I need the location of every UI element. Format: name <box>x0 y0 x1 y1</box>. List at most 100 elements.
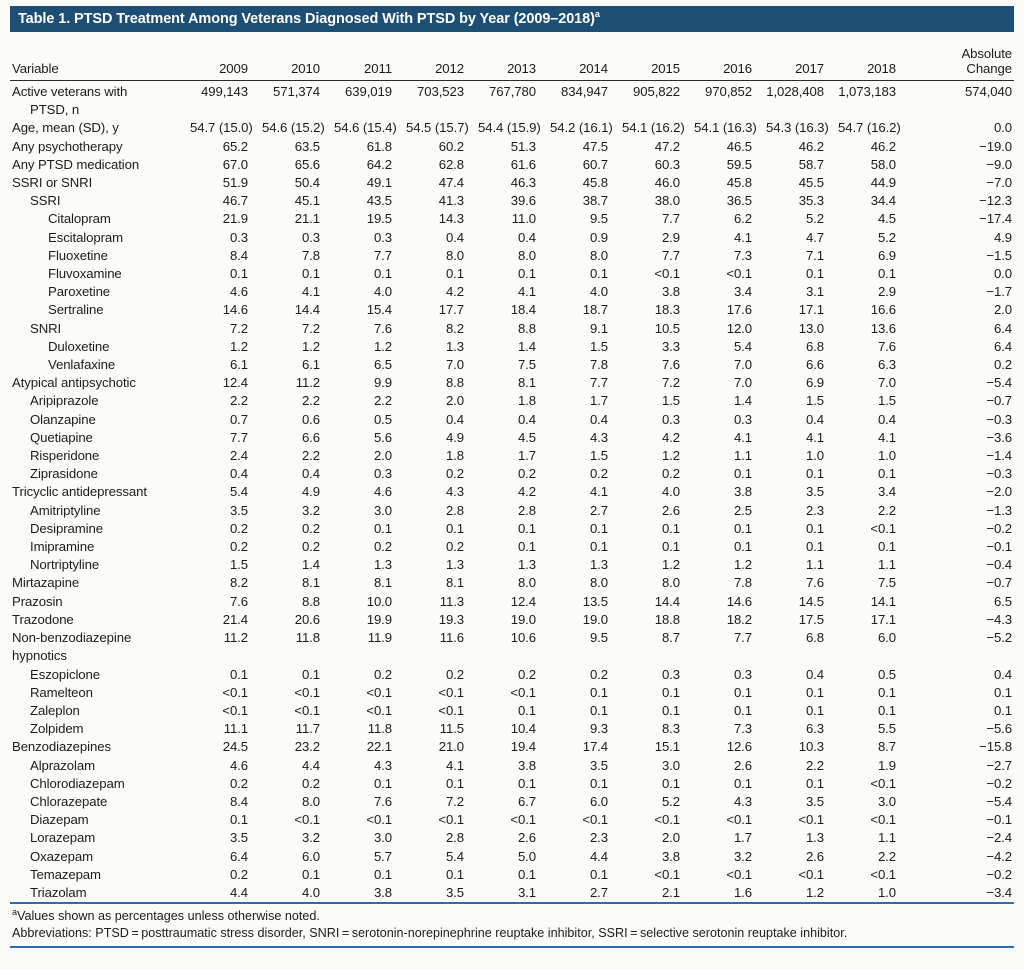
cell-year-value: 19.9 <box>366 611 392 627</box>
table-title-footnote-marker: a <box>594 9 600 20</box>
cell-year-value: 2.9 <box>661 229 680 245</box>
cell-year-value: 17.4 <box>582 739 608 755</box>
cell-year-value: 45.8 <box>726 175 752 191</box>
cell-year-value: 18.4 <box>510 302 536 318</box>
cell-year-value: 4.4 <box>589 848 608 864</box>
cell-year-value: 46.5 <box>726 138 752 154</box>
cell-absolute-change: −19.0 <box>979 138 1012 154</box>
cell-year-value: 4.0 <box>661 484 680 500</box>
cell-year-value: 7.5 <box>877 575 896 591</box>
table-row: Fluvoxamine 0.1 0.1 0.1 0.1 0.1 0.1 <0.1 <0.1 0.1… <box>10 265 1014 283</box>
cell-year-value: 62.8 <box>438 156 464 172</box>
cell-year-value: 3.0 <box>877 793 896 809</box>
cell-year-value: 46.2 <box>798 138 824 154</box>
cell-year-value: 8.7 <box>877 739 896 755</box>
cell-year-value: 11.8 <box>367 721 392 737</box>
cell-year-value: 2.2 <box>301 448 320 464</box>
cell-year-value: 0.1 <box>517 702 536 718</box>
cell-year-value: 8.0 <box>589 247 608 263</box>
cell-year-value: 0.1 <box>517 266 536 282</box>
cell-year-value: 0.3 <box>373 229 392 245</box>
cell-year-value: 3.5 <box>805 793 824 809</box>
cell-year-value: 59.5 <box>726 156 752 172</box>
cell-year-value: 1.3 <box>373 557 392 573</box>
cell-year-value: 2.2 <box>877 848 896 864</box>
table-row: Zolpidem 11.1 11.7 11.8 11.5 10.4 9.3 8.3 7.3 6.3… <box>10 720 1014 738</box>
cell-year-value: 0.1 <box>805 520 824 536</box>
cell-absolute-change: 0.4 <box>993 666 1012 682</box>
cell-year-value: 1.7 <box>589 393 608 409</box>
cell-year-value: 0.1 <box>229 812 248 828</box>
table-row: Quetiapine 7.7 6.6 5.6 4.9 4.5 4.3 4.2 4.1 4.1 4.1… <box>10 429 1014 447</box>
cell-year-value: 0.3 <box>373 466 392 482</box>
cell-year-value: 0.1 <box>445 866 464 882</box>
cell-year-value: 4.4 <box>229 884 248 900</box>
footnote-abbreviations: Abbreviations: PTSD = posttraumatic stre… <box>12 925 848 940</box>
cell-absolute-change: −0.7 <box>986 393 1012 409</box>
cell-year-value: 7.6 <box>373 320 392 336</box>
cell-year-value: 14.5 <box>798 593 824 609</box>
cell-absolute-change: −7.0 <box>986 175 1012 191</box>
cell-year-value: 1.3 <box>589 557 608 573</box>
cell-year-value: 767,780 <box>489 84 536 99</box>
row-label: Mirtazapine <box>12 575 80 591</box>
table-row: Risperidone 2.4 2.2 2.0 1.8 1.7 1.5 1.2 1.1 1.0 1.… <box>10 447 1014 465</box>
cell-year-value: 24.5 <box>222 739 248 755</box>
cell-year-value: 0.2 <box>301 539 320 555</box>
cell-year-value: 0.1 <box>805 775 824 791</box>
cell-year-value: 19.3 <box>438 611 464 627</box>
cell-year-value: 54.6 (15.4) <box>334 120 397 136</box>
cell-year-value: 6.0 <box>877 630 896 646</box>
cell-absolute-change: −1.4 <box>986 448 1012 464</box>
cell-year-value: 8.3 <box>661 721 680 737</box>
cell-year-value: 54.4 (15.9) <box>478 120 541 136</box>
cell-year-value: 45.8 <box>582 175 608 191</box>
cell-year-value: 0.5 <box>373 411 392 427</box>
cell-year-value: 1.7 <box>733 830 752 846</box>
cell-year-value: 7.7 <box>661 211 680 227</box>
footnote-values: aValues shown as percentages unless othe… <box>12 907 1014 925</box>
cell-year-value: 7.0 <box>445 357 464 373</box>
row-label: Fluoxetine <box>48 247 108 263</box>
cell-year-value: 65.2 <box>222 138 248 154</box>
cell-year-value: 11.5 <box>439 721 464 737</box>
cell-year-value: 0.1 <box>445 775 464 791</box>
cell-year-value: 4.9 <box>445 429 464 445</box>
row-label: SSRI <box>30 193 61 209</box>
cell-year-value: 0.4 <box>445 229 464 245</box>
cell-year-value: 14.4 <box>654 593 680 609</box>
cell-year-value: 0.2 <box>589 666 608 682</box>
table-row: Tricyclic antidepressant 5.4 4.9 4.6 4.3 4.2 4… <box>10 483 1014 501</box>
cell-absolute-change: −0.4 <box>986 557 1012 573</box>
cell-year-value: 4.0 <box>589 284 608 300</box>
cell-year-value: 45.5 <box>798 175 824 191</box>
cell-year-value: 7.2 <box>301 320 320 336</box>
table-row: Olanzapine 0.7 0.6 0.5 0.4 0.4 0.4 0.3 0.3 0.4 0.4… <box>10 411 1014 429</box>
cell-year-value: 0.1 <box>445 520 464 536</box>
cell-year-value: 60.2 <box>438 138 464 154</box>
cell-year-value: 7.6 <box>877 338 896 354</box>
cell-year-value: 18.8 <box>654 611 680 627</box>
cell-year-value: 61.8 <box>366 138 392 154</box>
cell-year-value: 61.6 <box>510 156 536 172</box>
cell-year-value: 6.8 <box>805 630 824 646</box>
cell-year-value: 2.4 <box>229 448 248 464</box>
cell-year-value: 3.0 <box>373 502 392 518</box>
cell-year-value: 0.1 <box>517 539 536 555</box>
cell-year-value: 8.4 <box>229 793 248 809</box>
cell-year-value: 54.5 (15.7) <box>406 120 469 136</box>
cell-absolute-change: 0.1 <box>993 702 1012 718</box>
cell-year-value: 3.3 <box>661 338 680 354</box>
cell-year-value: 0.1 <box>877 702 896 718</box>
cell-year-value: 4.2 <box>517 484 536 500</box>
cell-year-value: 0.4 <box>301 466 320 482</box>
cell-year-value: 8.2 <box>229 575 248 591</box>
cell-year-value: 34.4 <box>870 193 896 209</box>
cell-year-value: <0.1 <box>438 702 464 718</box>
cell-year-value: 0.1 <box>301 666 320 682</box>
table-row: Imipramine 0.2 0.2 0.2 0.2 0.1 0.1 0.1 0.1 0.1 0.1… <box>10 538 1014 556</box>
cell-year-value: 8.1 <box>517 375 536 391</box>
cell-year-value: 1.5 <box>589 338 608 354</box>
cell-year-value: 21.0 <box>438 739 464 755</box>
cell-year-value: 7.5 <box>517 357 536 373</box>
